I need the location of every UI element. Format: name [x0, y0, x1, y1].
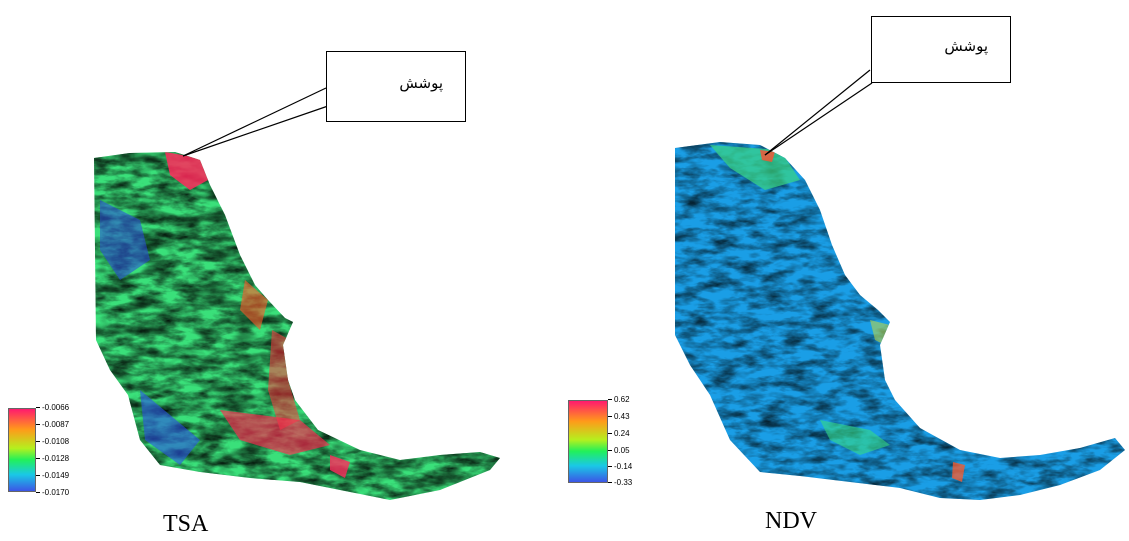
tsa-legend-tick: -0.0128	[36, 454, 69, 464]
ndv-legend-tick: 0.05	[608, 446, 630, 456]
ndv-legend-tick: 0.62	[608, 395, 630, 405]
ndv-callout: پوشش	[871, 16, 1011, 83]
tsa-callout: پوشش	[326, 51, 466, 122]
tsa-legend-tick: -0.0108	[36, 437, 69, 447]
tsa-map	[94, 87, 500, 500]
ndv-raster	[675, 142, 1125, 500]
ndv-legend: 0.62 0.43 0.24 0.05 -0.14 -0.33	[568, 395, 638, 490]
ndv-callout-text: پوشش	[944, 37, 988, 55]
tsa-label: TSA	[163, 511, 209, 537]
tsa-legend-bar	[8, 408, 36, 492]
ndv-legend-tick: -0.33	[608, 478, 632, 488]
ndv-map	[675, 69, 1125, 500]
tsa-legend-tick: -0.0066	[36, 403, 69, 413]
ndv-legend-tick: 0.24	[608, 429, 630, 439]
tsa-raster	[94, 152, 500, 500]
ndv-panel: پوشش 0.62 0.43 0.24 0.05 -0.14 -0.33 NDV	[560, 0, 1129, 541]
ndv-legend-tick: 0.43	[608, 412, 630, 422]
tsa-legend-tick: -0.0149	[36, 471, 69, 481]
tsa-legend-tick: -0.0087	[36, 420, 69, 430]
tsa-legend: -0.0066 -0.0087 -0.0108 -0.0128 -0.0149 …	[8, 403, 88, 498]
ndv-legend-tick: -0.14	[608, 462, 632, 472]
tsa-legend-tick: -0.0170	[36, 488, 69, 498]
ndv-legend-bar	[568, 400, 608, 483]
ndv-label: NDV	[765, 508, 817, 534]
tsa-callout-text: پوشش	[399, 74, 443, 92]
tsa-panel: پوشش -0.0066 -0.0087 -0.0108 -0.0128 -0.…	[0, 0, 560, 541]
